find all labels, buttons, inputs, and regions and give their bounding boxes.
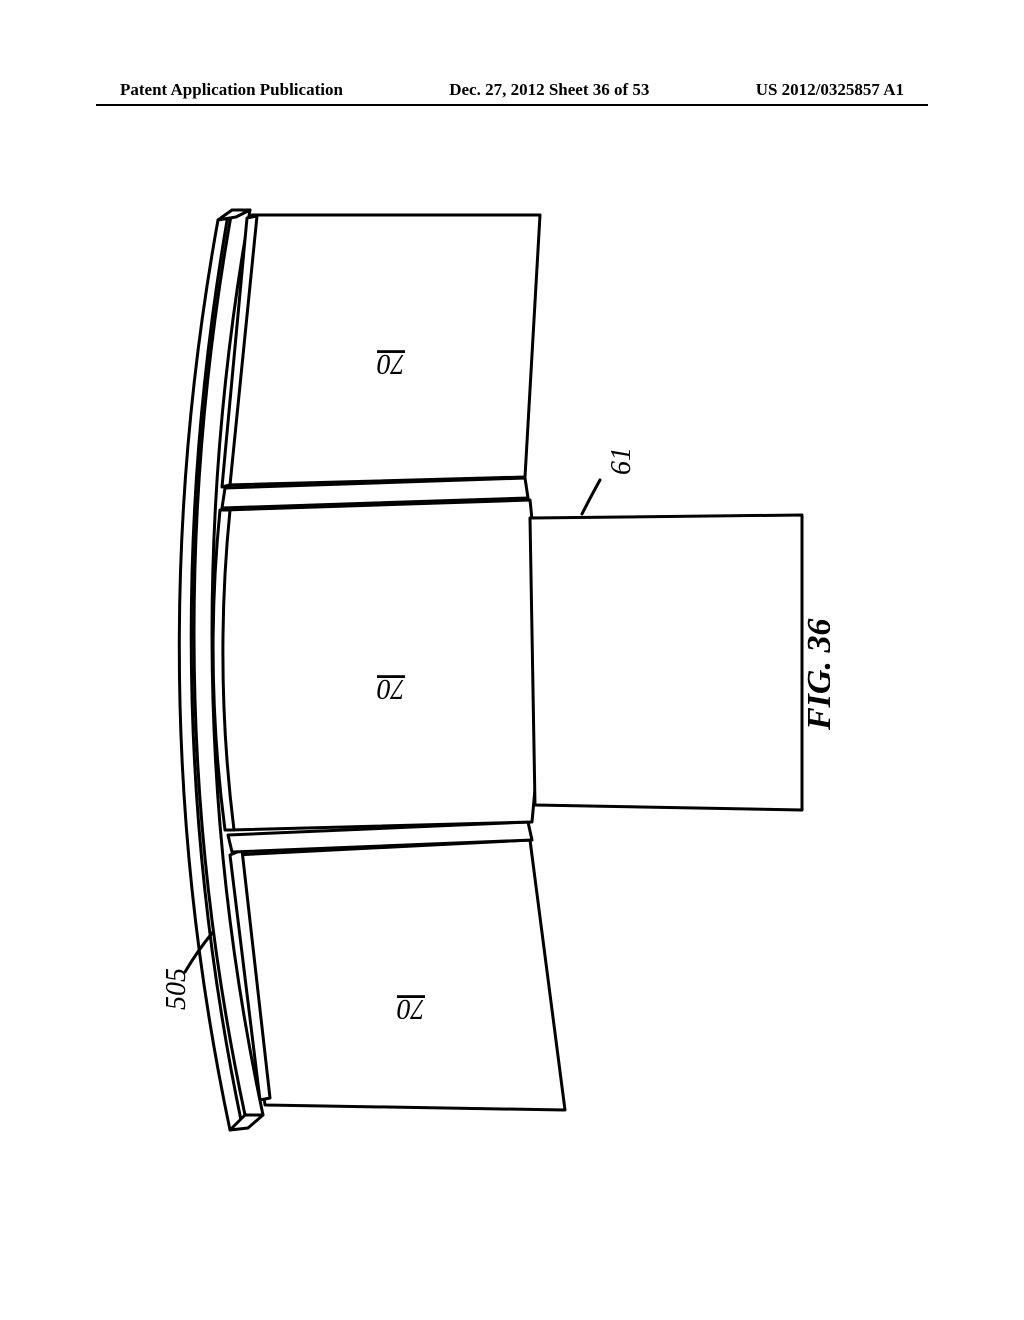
patent-figure: 505 70 70 70 61 FIG. 36: [130, 140, 830, 1200]
ref-505: 505: [161, 968, 192, 1010]
header-right: US 2012/0325857 A1: [756, 80, 904, 100]
header-center: Dec. 27, 2012 Sheet 36 of 53: [449, 80, 649, 100]
ref-70-right: 70: [377, 348, 405, 379]
header-left: Patent Application Publication: [120, 80, 343, 100]
drawing-strokes: [179, 210, 802, 1130]
ref-61: 61: [606, 447, 637, 475]
ref-70-left: 70: [397, 993, 425, 1024]
ref-70-center: 70: [377, 673, 405, 704]
figure-caption: FIG. 36: [801, 619, 830, 731]
page-header: Patent Application Publication Dec. 27, …: [0, 80, 1024, 100]
header-rule: [96, 104, 928, 106]
figure-svg: 505 70 70 70 61 FIG. 36: [130, 140, 830, 1200]
